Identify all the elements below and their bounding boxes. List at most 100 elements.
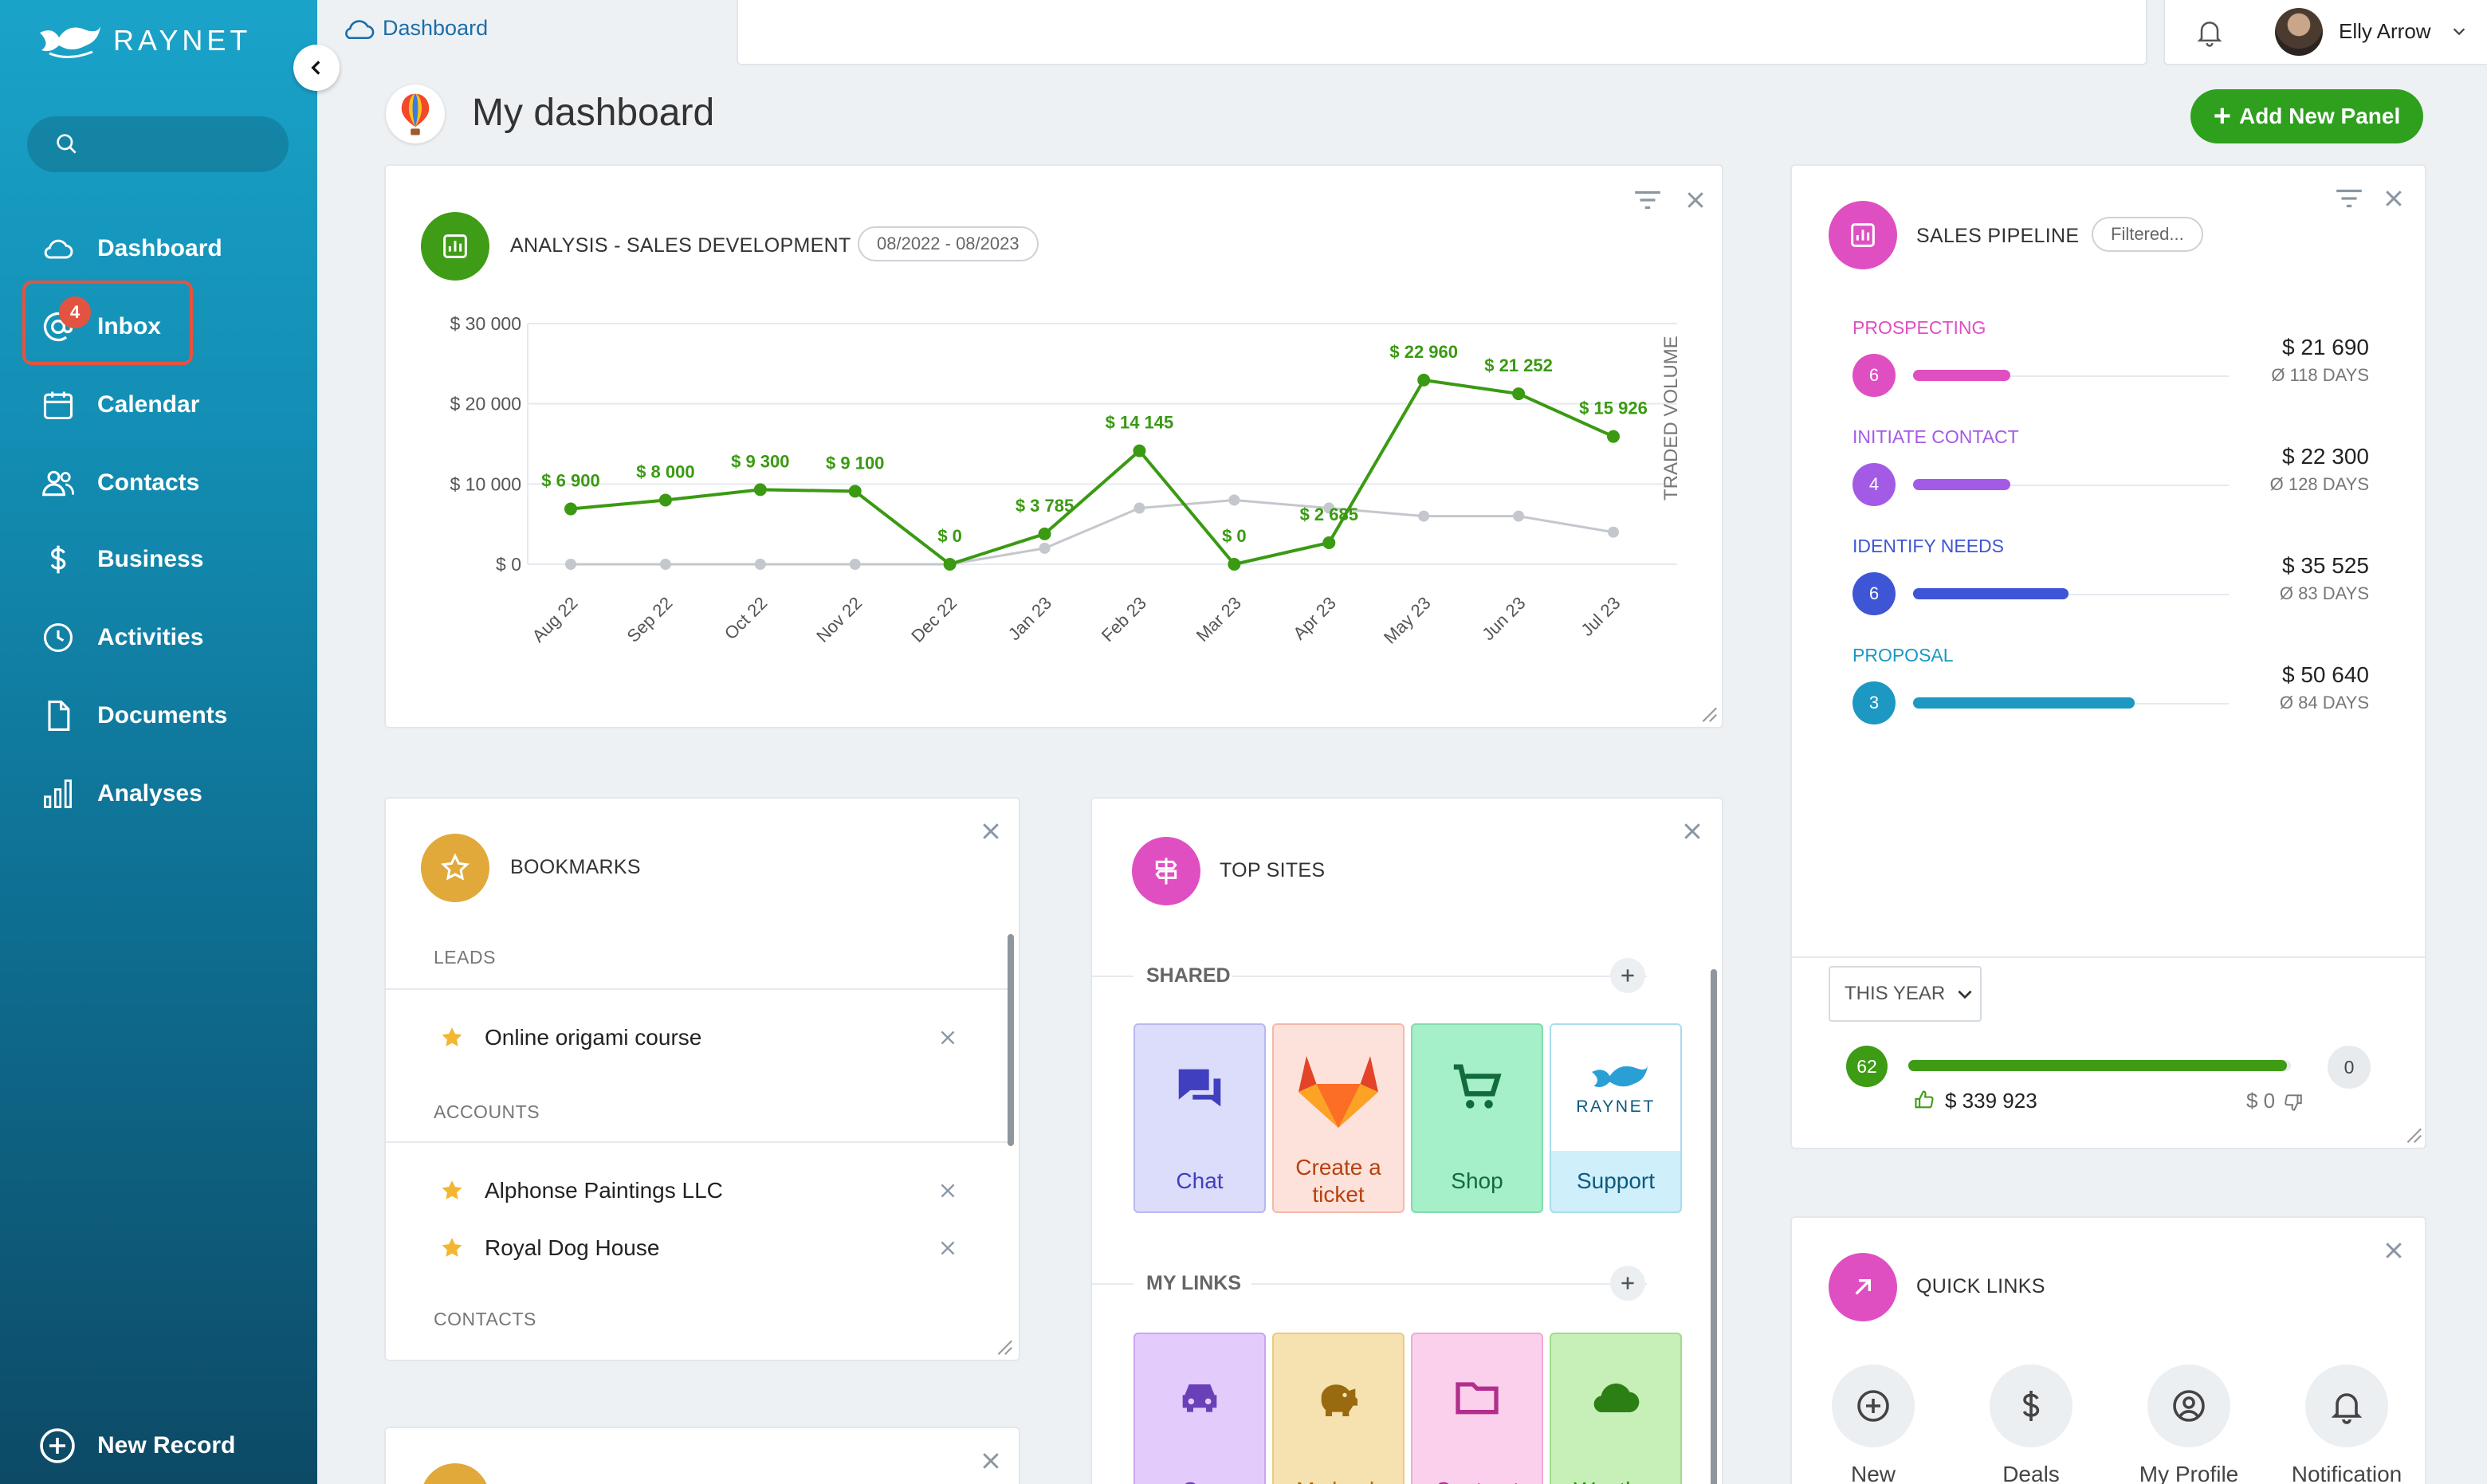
bar-chart-icon — [421, 212, 489, 281]
bar-chart-icon — [1829, 201, 1897, 269]
avatar[interactable] — [2275, 8, 2323, 56]
remove-bookmark-icon[interactable] — [937, 1238, 958, 1258]
breadcrumb[interactable]: Dashboard — [341, 16, 488, 41]
thumbs-up-icon — [1915, 1090, 1934, 1109]
resize-handle-icon[interactable] — [992, 1334, 1014, 1356]
new-record-button[interactable]: New Record — [38, 1427, 235, 1465]
data-point — [753, 483, 767, 497]
tile-car[interactable]: Car — [1133, 1333, 1266, 1484]
user-name[interactable]: Elly Arrow — [2339, 19, 2431, 43]
sidebar-search-input[interactable] — [27, 116, 289, 172]
data-point — [849, 559, 861, 570]
remove-bookmark-icon[interactable] — [937, 1027, 958, 1048]
sidebar-item-dashboard[interactable]: Dashboard — [38, 226, 222, 271]
close-icon[interactable] — [2382, 186, 2406, 210]
x-tick-label: Aug 22 — [528, 593, 582, 646]
bookmark-item[interactable]: Alphonse Paintings LLC — [438, 1173, 980, 1208]
people-icon — [38, 463, 78, 503]
chevron-down-icon — [1958, 990, 1972, 999]
data-point — [1039, 542, 1051, 554]
filter-icon[interactable] — [1632, 188, 1663, 212]
stage-label: IDENTIFY NEEDS — [1852, 536, 2004, 556]
data-point — [1512, 387, 1526, 401]
tile-shop[interactable]: Shop — [1411, 1023, 1543, 1213]
data-point — [1513, 510, 1525, 522]
page-title: My dashboard — [472, 92, 715, 134]
filter-badge[interactable]: Filtered... — [2092, 217, 2203, 252]
quick-link-new[interactable] — [1832, 1364, 1915, 1447]
close-icon[interactable] — [979, 819, 1003, 843]
bookmark-item[interactable]: Royal Dog House — [438, 1231, 980, 1266]
gitlab-icon — [1274, 1025, 1403, 1151]
sidebar-item-inbox[interactable]: Inbox — [38, 304, 161, 349]
global-search-input[interactable] — [737, 0, 2147, 65]
data-point — [659, 559, 671, 570]
sales-pipeline-panel: SALES PIPELINE Filtered... PROSPECTING 6 $… — [1790, 164, 2426, 1149]
quick-link-deals[interactable] — [1990, 1364, 2072, 1447]
sidebar-item-activities[interactable]: Activities — [38, 615, 203, 660]
raynet-logo[interactable]: RAYNET — [37, 18, 251, 64]
sidebar-item-calendar[interactable]: Calendar — [38, 383, 199, 427]
resize-handle-icon[interactable] — [2401, 1122, 2423, 1144]
close-icon[interactable] — [2382, 1239, 2406, 1262]
tile-label: Chat — [1176, 1168, 1224, 1193]
scrollbar[interactable] — [1008, 934, 1014, 1146]
tile-create-a-ticket[interactable]: Create a ticket — [1272, 1023, 1405, 1213]
x-tick-label: Dec 22 — [907, 593, 961, 646]
sidebar-item-documents[interactable]: Documents — [38, 693, 227, 738]
sidebar-item-label: Activities — [97, 624, 204, 650]
cloud-icon — [1551, 1334, 1680, 1460]
tile-chat[interactable]: Chat — [1133, 1023, 1266, 1213]
add-new-panel-button[interactable]: + Add New Panel — [2190, 89, 2423, 143]
period-select[interactable]: THIS YEAR — [1829, 966, 1982, 1022]
collapse-sidebar-button[interactable] — [293, 45, 340, 91]
data-point — [1038, 527, 1051, 540]
close-icon[interactable] — [1680, 819, 1704, 843]
lost-count-badge: 0 — [2328, 1046, 2371, 1089]
tile-contract[interactable]: Contract — [1411, 1333, 1543, 1484]
data-point — [1607, 430, 1620, 443]
sidebar-item-analyses[interactable]: Analyses — [38, 771, 202, 816]
data-label: $ 6 900 — [541, 471, 599, 491]
quick-link-my-profile[interactable] — [2147, 1364, 2230, 1447]
quick-link-notification[interactable] — [2305, 1364, 2388, 1447]
divider — [1092, 976, 1133, 977]
plus-icon — [1621, 1277, 1634, 1290]
sidebar: RAYNET Dashboard 4 Inbox Calendar Contac… — [0, 0, 317, 1484]
bell-icon[interactable] — [2194, 16, 2226, 48]
plus-circle-icon — [1857, 1390, 1889, 1422]
stage-label: PROPOSAL — [1852, 645, 1954, 665]
tile-weather[interactable]: Weather — [1550, 1333, 1682, 1484]
stage-days: Ø 83 DAYS — [2279, 583, 2369, 603]
cloud-icon — [38, 229, 78, 269]
add-panel-label: Add New Panel — [2238, 104, 2401, 128]
document-icon — [38, 696, 78, 736]
bookmark-item[interactable]: Online origami course — [438, 1020, 980, 1055]
data-point — [943, 558, 957, 571]
user-icon — [2173, 1390, 2205, 1422]
data-point — [1228, 494, 1240, 506]
add-shared-site-button[interactable] — [1610, 958, 1645, 993]
stage-count-badge: 3 — [1852, 681, 1896, 724]
close-icon[interactable] — [1684, 188, 1707, 212]
bookmark-label: Royal Dog House — [485, 1235, 660, 1260]
sidebar-item-business[interactable]: Business — [38, 537, 203, 582]
period-badge[interactable]: 08/2022 - 08/2023 — [858, 226, 1039, 261]
close-icon[interactable] — [979, 1449, 1003, 1473]
section-label-accounts: ACCOUNTS — [434, 1101, 540, 1122]
add-link-button[interactable] — [1610, 1266, 1645, 1301]
bell-icon — [2331, 1393, 2363, 1424]
sidebar-item-label: Dashboard — [97, 235, 222, 261]
remove-bookmark-icon[interactable] — [937, 1180, 958, 1201]
tile-my-bank[interactable]: My bank — [1272, 1333, 1405, 1484]
x-tick-label: May 23 — [1380, 593, 1435, 648]
tile-support[interactable]: RAYNET Support — [1550, 1023, 1682, 1213]
scrollbar[interactable] — [1711, 969, 1717, 1484]
chevron-down-icon[interactable] — [2450, 22, 2468, 40]
resize-handle-icon[interactable] — [1696, 701, 1719, 724]
analysis-panel: ANALYSIS - SALES DEVELOPMENT 08/2022 - 0… — [384, 164, 1723, 728]
filter-icon[interactable] — [2334, 186, 2364, 210]
panel-title: QUICK LINKS — [1916, 1275, 2045, 1298]
sidebar-item-contacts[interactable]: Contacts — [38, 461, 199, 505]
star-icon — [421, 834, 489, 902]
